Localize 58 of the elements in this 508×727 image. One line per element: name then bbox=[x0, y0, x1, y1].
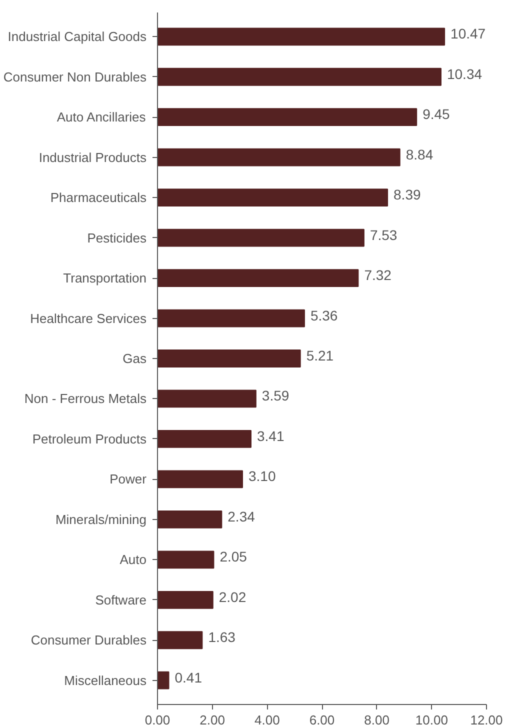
y-tick-label: Healthcare Services bbox=[30, 310, 147, 326]
y-tick-label: Auto Ancillaries bbox=[56, 110, 146, 125]
data-label: 0.41 bbox=[174, 669, 202, 686]
x-tick-label: 0.00 bbox=[144, 712, 170, 727]
data-label: 1.63 bbox=[208, 629, 236, 646]
y-tick-label: Industrial Capital Goods bbox=[8, 29, 147, 44]
x-tick-label: 6.00 bbox=[309, 712, 335, 727]
y-tick-label: Minerals/mining bbox=[55, 512, 147, 527]
y-tick-label: Software bbox=[95, 592, 147, 608]
data-label: 2.05 bbox=[220, 548, 248, 565]
bar bbox=[158, 631, 203, 650]
data-label: 5.36 bbox=[310, 307, 338, 324]
data-label: 9.45 bbox=[422, 106, 450, 122]
x-tick-label: 4.00 bbox=[254, 712, 280, 727]
y-tick-label: Transportation bbox=[63, 270, 147, 286]
bar bbox=[158, 228, 364, 247]
data-label: 2.02 bbox=[218, 588, 246, 605]
x-tick-label: 8.00 bbox=[364, 712, 390, 727]
y-tick-label: Miscellaneous bbox=[64, 672, 147, 688]
bar bbox=[158, 550, 214, 569]
y-tick-label: Pharmaceuticals bbox=[50, 190, 147, 206]
y-tick-label: Auto bbox=[120, 552, 147, 568]
data-label: 8.84 bbox=[406, 146, 434, 162]
bar bbox=[158, 28, 446, 46]
x-tick-label: 2.00 bbox=[200, 712, 225, 727]
data-label: 5.21 bbox=[306, 348, 334, 364]
data-label: 10.47 bbox=[450, 26, 486, 42]
data-label: 2.34 bbox=[228, 508, 256, 524]
bar bbox=[158, 590, 214, 609]
bar bbox=[158, 430, 252, 448]
bar bbox=[158, 671, 170, 690]
y-tick-label: Pesticides bbox=[87, 230, 147, 246]
y-tick-label: Petroleum Products bbox=[32, 431, 147, 446]
bar bbox=[158, 390, 256, 408]
data-label: 10.34 bbox=[446, 66, 482, 82]
bar bbox=[158, 68, 442, 86]
bar bbox=[158, 188, 388, 207]
bar bbox=[158, 309, 305, 328]
bar bbox=[158, 510, 222, 528]
data-label: 8.39 bbox=[394, 186, 421, 203]
data-label: 3.59 bbox=[262, 388, 290, 404]
bar bbox=[158, 148, 400, 166]
data-label: 7.32 bbox=[364, 267, 392, 284]
y-tick-label: Non - Ferrous Metals bbox=[24, 391, 147, 406]
y-tick-label: Gas bbox=[122, 351, 147, 366]
data-label: 3.10 bbox=[248, 468, 276, 484]
y-tick-label: Power bbox=[110, 472, 148, 487]
data-label: 7.53 bbox=[370, 226, 398, 243]
y-tick-label: Consumer Non Durables bbox=[3, 69, 147, 84]
data-label: 3.41 bbox=[256, 428, 284, 444]
bar bbox=[158, 350, 301, 368]
bar bbox=[158, 269, 359, 287]
y-tick-label: Industrial Products bbox=[38, 150, 147, 165]
x-tick-label: 10.00 bbox=[415, 712, 448, 727]
x-tick-label: 12.00 bbox=[470, 712, 503, 727]
bar bbox=[158, 108, 418, 126]
bar bbox=[158, 470, 243, 488]
y-tick-label: Consumer Durables bbox=[30, 632, 147, 648]
